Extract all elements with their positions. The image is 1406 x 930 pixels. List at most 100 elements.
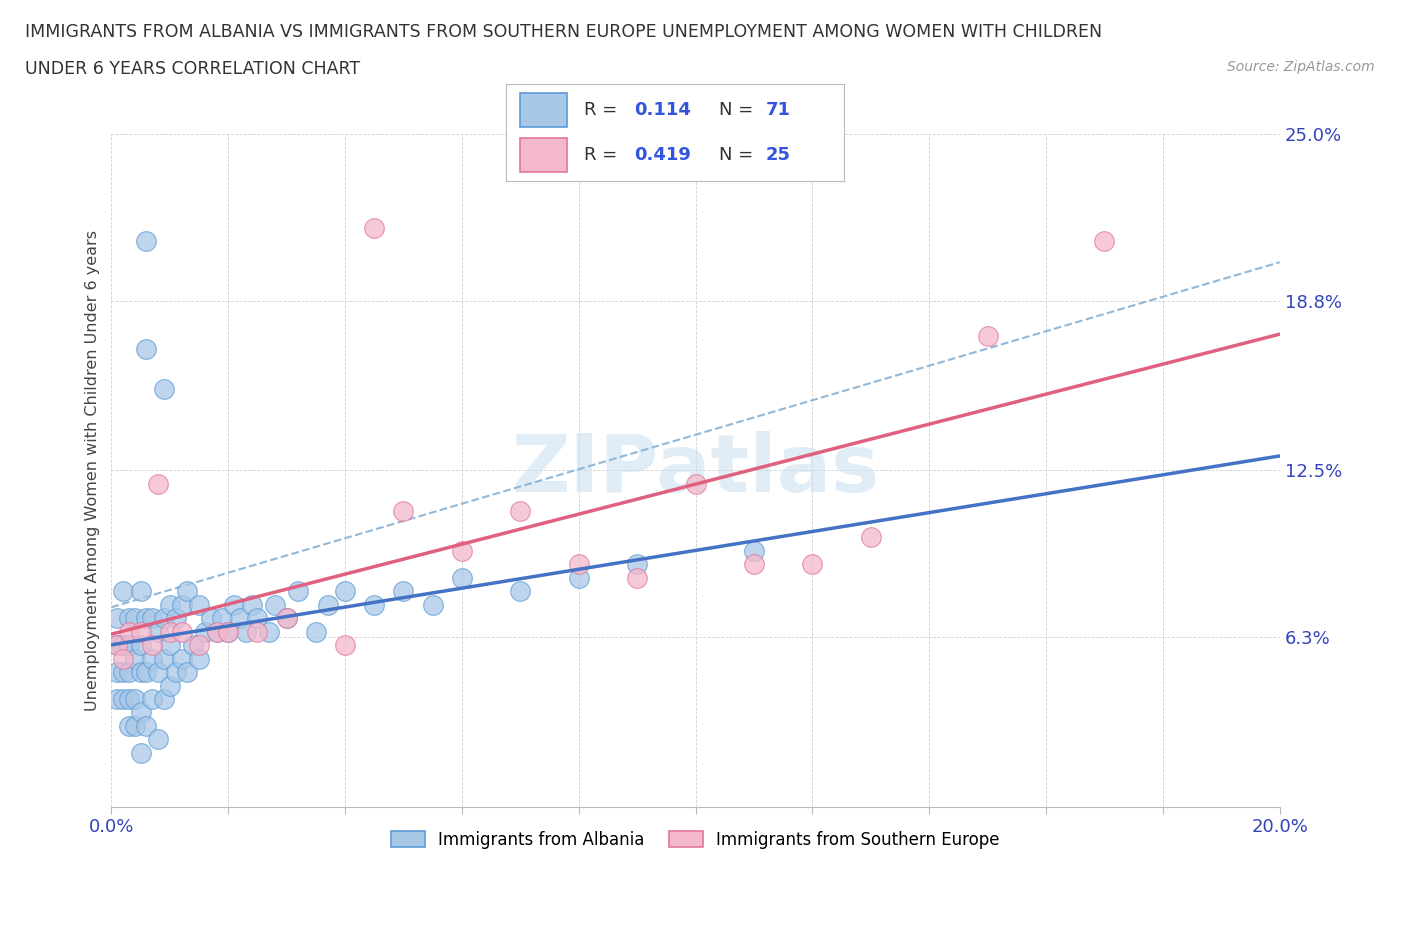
Point xyxy=(118,719,141,734)
Point xyxy=(229,611,252,626)
Point xyxy=(801,557,824,572)
FancyBboxPatch shape xyxy=(520,93,567,126)
Point xyxy=(509,503,531,518)
Point xyxy=(264,597,287,612)
Point xyxy=(112,692,135,707)
Point xyxy=(141,651,163,666)
Point xyxy=(287,584,309,599)
Point xyxy=(159,638,181,653)
Text: UNDER 6 YEARS CORRELATION CHART: UNDER 6 YEARS CORRELATION CHART xyxy=(25,60,360,78)
Text: 0.419: 0.419 xyxy=(634,146,692,164)
Point xyxy=(176,584,198,599)
Point xyxy=(422,597,444,612)
Point xyxy=(181,638,204,653)
Point xyxy=(165,611,187,626)
Point xyxy=(1094,233,1116,248)
Point xyxy=(257,624,280,639)
Point xyxy=(626,570,648,585)
Point xyxy=(105,665,128,680)
Point xyxy=(568,570,591,585)
Point xyxy=(112,584,135,599)
Point xyxy=(217,624,239,639)
Point xyxy=(124,692,146,707)
FancyBboxPatch shape xyxy=(520,139,567,172)
Text: ZIPatlas: ZIPatlas xyxy=(512,432,880,509)
Point xyxy=(112,651,135,666)
Point xyxy=(118,692,141,707)
Point xyxy=(153,611,176,626)
Point xyxy=(159,624,181,639)
Point xyxy=(124,651,146,666)
Point xyxy=(105,638,128,653)
Point xyxy=(146,476,169,491)
Point xyxy=(211,611,233,626)
Point xyxy=(159,597,181,612)
Point xyxy=(235,624,257,639)
Point xyxy=(568,557,591,572)
Point xyxy=(392,503,415,518)
Point xyxy=(222,597,245,612)
Point xyxy=(129,665,152,680)
Point xyxy=(305,624,328,639)
Point xyxy=(200,611,222,626)
Point xyxy=(135,665,157,680)
Point xyxy=(135,719,157,734)
Y-axis label: Unemployment Among Women with Children Under 6 years: Unemployment Among Women with Children U… xyxy=(86,230,100,711)
Text: N =: N = xyxy=(718,101,759,119)
Text: N =: N = xyxy=(718,146,759,164)
Point xyxy=(205,624,228,639)
Point xyxy=(118,665,141,680)
Point xyxy=(392,584,415,599)
Point xyxy=(118,624,141,639)
Point xyxy=(217,624,239,639)
Point xyxy=(153,692,176,707)
Text: 0.114: 0.114 xyxy=(634,101,692,119)
Point xyxy=(129,705,152,720)
Point xyxy=(188,638,211,653)
Point xyxy=(276,611,298,626)
Point xyxy=(129,745,152,760)
Point xyxy=(129,638,152,653)
Text: 25: 25 xyxy=(766,146,792,164)
Point xyxy=(170,624,193,639)
Point xyxy=(146,732,169,747)
Point xyxy=(153,382,176,397)
Point xyxy=(129,624,152,639)
Point xyxy=(859,530,882,545)
Point xyxy=(363,597,385,612)
Point xyxy=(170,597,193,612)
Point xyxy=(135,341,157,356)
Text: 71: 71 xyxy=(766,101,792,119)
Point xyxy=(141,692,163,707)
Point xyxy=(176,665,198,680)
Point xyxy=(333,584,356,599)
Point xyxy=(742,557,765,572)
Point xyxy=(112,665,135,680)
Point xyxy=(509,584,531,599)
Text: R =: R = xyxy=(583,101,623,119)
Point xyxy=(276,611,298,626)
Legend: Immigrants from Albania, Immigrants from Southern Europe: Immigrants from Albania, Immigrants from… xyxy=(385,824,1007,856)
Point xyxy=(112,638,135,653)
Point xyxy=(188,597,211,612)
Point xyxy=(451,543,474,558)
Text: R =: R = xyxy=(583,146,623,164)
Point xyxy=(316,597,339,612)
Point xyxy=(124,719,146,734)
Point xyxy=(135,233,157,248)
Point xyxy=(118,638,141,653)
Point xyxy=(240,597,263,612)
Point xyxy=(205,624,228,639)
Point xyxy=(105,638,128,653)
Text: Source: ZipAtlas.com: Source: ZipAtlas.com xyxy=(1227,60,1375,74)
Point xyxy=(626,557,648,572)
Point xyxy=(165,665,187,680)
Point xyxy=(685,476,707,491)
Point xyxy=(451,570,474,585)
Point xyxy=(124,611,146,626)
Point xyxy=(742,543,765,558)
Point xyxy=(363,220,385,235)
Point xyxy=(246,611,269,626)
Point xyxy=(246,624,269,639)
Point xyxy=(135,611,157,626)
